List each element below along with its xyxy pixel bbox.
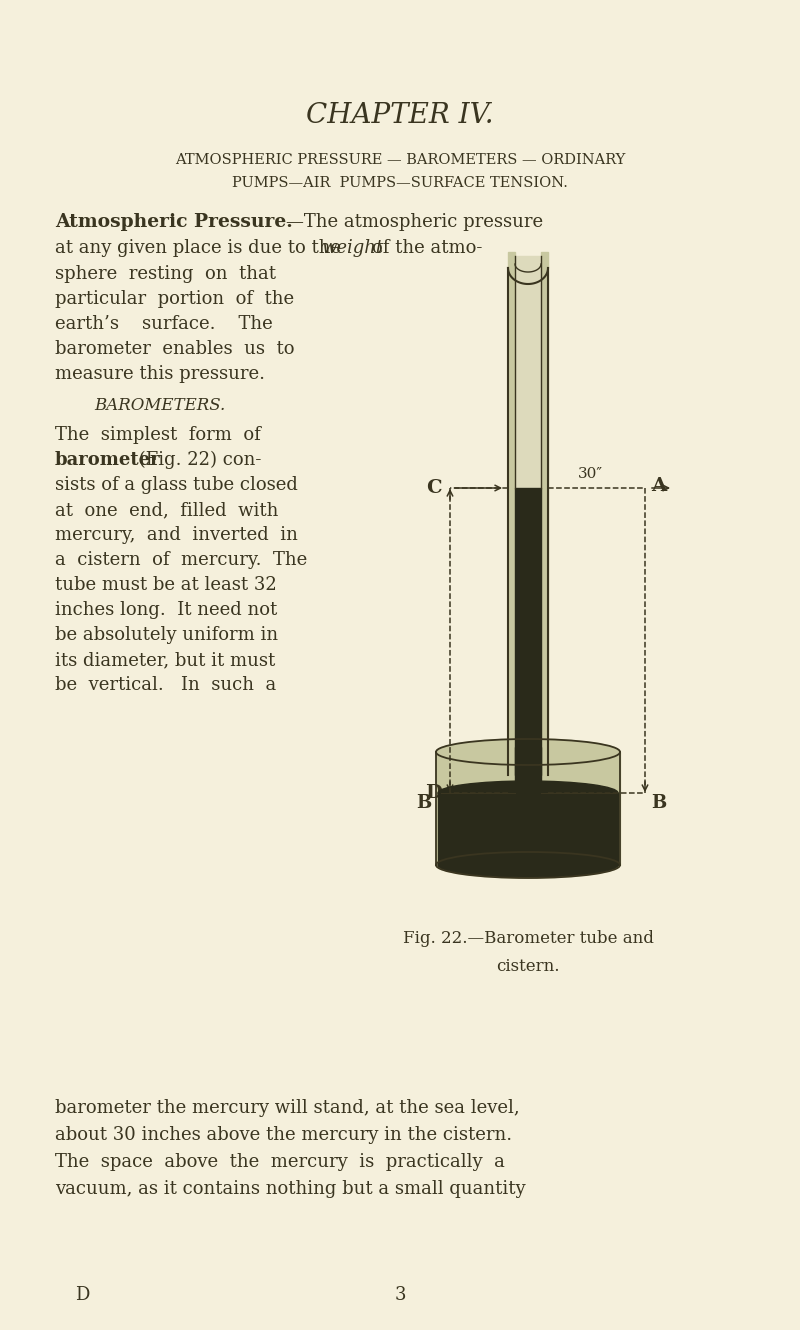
Text: —The atmospheric pressure: —The atmospheric pressure [286,213,543,231]
Text: mercury,  and  inverted  in: mercury, and inverted in [55,525,298,544]
Ellipse shape [438,853,618,876]
Text: its diameter, but it must: its diameter, but it must [55,650,275,669]
Text: be absolutely uniform in: be absolutely uniform in [55,626,278,644]
Bar [516,255,540,488]
Text: cistern.: cistern. [496,958,560,975]
Text: BAROMETERS.: BAROMETERS. [94,396,226,414]
Text: weight: weight [322,239,384,257]
Bar [515,747,541,870]
Text: at  one  end,  filled  with: at one end, filled with [55,501,278,519]
Text: be  vertical.   In  such  a: be vertical. In such a [55,676,276,694]
Text: barometer  enables  us  to: barometer enables us to [55,340,294,358]
Text: at any given place is due to the: at any given place is due to the [55,239,347,257]
Text: D: D [75,1286,90,1303]
Bar [436,751,620,864]
Bar [508,251,515,775]
Text: CHAPTER IV.: CHAPTER IV. [306,101,494,129]
Text: 30″: 30″ [578,467,603,481]
Text: PUMPS—AIR  PUMPS—SURFACE TENSION.: PUMPS—AIR PUMPS—SURFACE TENSION. [232,176,568,190]
Text: ATMOSPHERIC PRESSURE — BAROMETERS — ORDINARY: ATMOSPHERIC PRESSURE — BAROMETERS — ORDI… [175,153,625,168]
Text: sists of a glass tube closed: sists of a glass tube closed [55,476,298,493]
Text: barometer: barometer [55,451,161,469]
Text: sphere  resting  on  that: sphere resting on that [55,265,276,283]
Text: a  cistern  of  mercury.  The: a cistern of mercury. The [55,551,307,569]
Text: B: B [651,794,666,813]
Bar [438,793,618,864]
Text: D: D [425,783,442,802]
Ellipse shape [438,781,618,805]
Text: about 30 inches above the mercury in the cistern.: about 30 inches above the mercury in the… [55,1127,512,1144]
Text: The  simplest  form  of: The simplest form of [55,426,261,444]
Text: earth’s    surface.    The: earth’s surface. The [55,315,273,332]
Text: inches long.  It need not: inches long. It need not [55,601,278,618]
Bar [541,251,548,775]
Ellipse shape [436,853,620,878]
Text: Atmospheric Pressure.: Atmospheric Pressure. [55,213,293,231]
Text: 3: 3 [394,1286,406,1303]
Text: barometer the mercury will stand, at the sea level,: barometer the mercury will stand, at the… [55,1099,520,1117]
Text: C: C [426,479,442,497]
Bar [515,488,541,775]
Text: vacuum, as it contains nothing but a small quantity: vacuum, as it contains nothing but a sma… [55,1180,526,1198]
Text: measure this pressure.: measure this pressure. [55,364,265,383]
Text: B: B [416,794,431,813]
Text: The  space  above  the  mercury  is  practically  a: The space above the mercury is practical… [55,1153,505,1170]
Text: particular  portion  of  the: particular portion of the [55,290,294,309]
Text: Fig. 22.—Barometer tube and: Fig. 22.—Barometer tube and [402,930,654,947]
Text: A: A [651,477,666,495]
Ellipse shape [436,739,620,765]
Text: of the atmo-: of the atmo- [372,239,482,257]
Text: tube must be at least 32: tube must be at least 32 [55,576,277,595]
Text: (Fig. 22) con-: (Fig. 22) con- [133,451,262,469]
